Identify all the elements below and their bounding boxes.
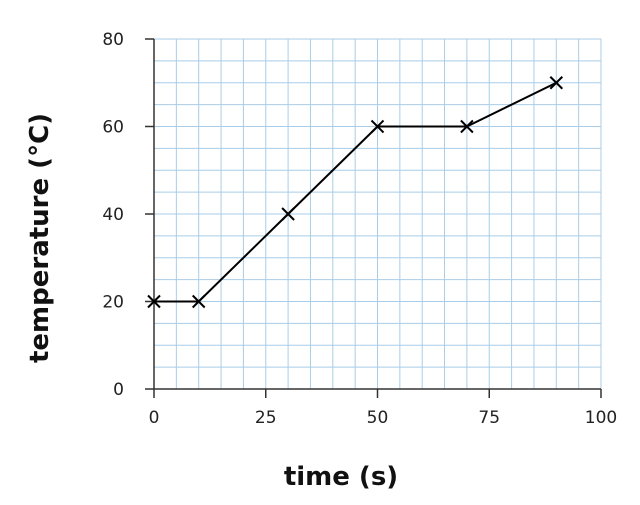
x-axis-title: time (s) — [284, 462, 398, 492]
y-tick-label-20: 20 — [102, 293, 124, 313]
data-point-0 — [147, 294, 161, 309]
y-axis-title: temperature (°C) — [25, 113, 55, 363]
tick-marks — [145, 38, 602, 398]
data-point-10 — [191, 294, 206, 309]
x-tick-label-100: 100 — [585, 408, 617, 428]
grid — [153, 38, 602, 390]
series-line-0 — [154, 81, 557, 303]
x-tick-label-25: 25 — [255, 408, 277, 428]
x-tick-label-50: 50 — [367, 408, 389, 428]
y-tick-label-60: 60 — [102, 118, 124, 138]
x-tick-label-0: 0 — [149, 408, 160, 428]
data-point-50 — [370, 119, 385, 134]
x-tick-label-75: 75 — [478, 408, 500, 428]
data-point-70 — [460, 119, 474, 134]
y-tick-label-0: 0 — [113, 380, 124, 400]
data-point-90 — [549, 76, 564, 90]
y-tick-label-80: 80 — [102, 30, 124, 50]
data-series — [147, 76, 564, 309]
y-tick-label-40: 40 — [102, 205, 124, 225]
tick-labels: 0 25 50 75 100 0 20 40 60 80 — [102, 30, 617, 428]
data-point-30 — [281, 207, 295, 221]
